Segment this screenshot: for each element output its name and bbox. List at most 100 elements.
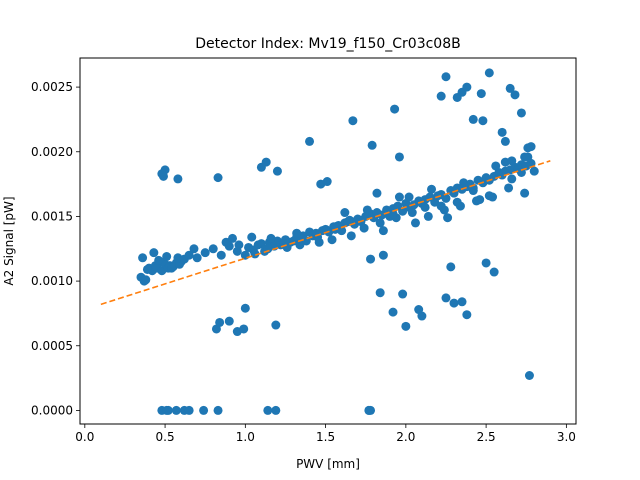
x-axis-label: PWV [mm]	[296, 457, 360, 471]
y-tick-label: 0.0010	[31, 274, 73, 288]
data-point	[449, 298, 459, 308]
data-point	[171, 405, 181, 415]
data-point	[189, 244, 199, 254]
data-point	[378, 226, 388, 236]
data-point	[484, 68, 494, 78]
fit-line-group	[100, 160, 551, 306]
data-point	[520, 188, 530, 198]
data-point	[394, 192, 404, 202]
data-point	[162, 252, 172, 262]
data-point	[476, 89, 486, 99]
x-axis-ticks: 0.0 0.5 1.0 1.5 2.0 2.5 3.0	[75, 424, 576, 444]
data-points	[136, 68, 539, 415]
data-point	[346, 231, 356, 241]
data-point	[394, 152, 404, 162]
data-point	[215, 317, 225, 327]
data-point	[378, 250, 388, 260]
data-point	[138, 253, 148, 263]
data-point	[507, 174, 517, 184]
data-point	[468, 114, 478, 124]
x-tick-label: 1.5	[316, 430, 335, 444]
data-point	[271, 405, 281, 415]
data-point	[441, 293, 451, 303]
data-point	[213, 173, 223, 183]
data-point	[266, 233, 276, 243]
data-point	[216, 250, 226, 260]
data-point	[404, 192, 414, 202]
chart-title: Detector Index: Mv19_f150_Cr03c08B	[195, 36, 460, 52]
data-point	[457, 297, 467, 307]
data-point	[362, 205, 372, 215]
data-point	[199, 405, 209, 415]
data-point	[340, 208, 350, 218]
data-point	[388, 209, 398, 219]
data-point	[372, 188, 382, 198]
data-point	[452, 197, 462, 207]
data-point	[271, 320, 281, 330]
data-point	[529, 166, 539, 176]
plot-area-frame	[79, 57, 577, 425]
data-point	[459, 178, 469, 188]
data-point	[157, 169, 167, 179]
data-point	[173, 174, 183, 184]
data-point	[441, 193, 451, 203]
data-point	[462, 310, 472, 320]
data-point	[401, 321, 411, 331]
data-point	[489, 267, 499, 277]
data-point	[388, 307, 398, 317]
data-point	[213, 405, 223, 415]
y-tick-label: 0.0005	[31, 339, 73, 353]
data-point	[167, 263, 176, 273]
data-point	[510, 90, 520, 100]
data-point	[327, 235, 337, 245]
data-point	[443, 213, 453, 223]
data-point	[359, 223, 369, 233]
data-point	[184, 250, 194, 260]
data-point	[475, 195, 485, 205]
data-point	[305, 136, 315, 146]
data-point	[364, 405, 374, 415]
data-point	[526, 142, 536, 152]
data-point	[356, 215, 366, 225]
data-point	[224, 316, 234, 326]
data-point	[239, 324, 249, 334]
data-point	[375, 288, 385, 298]
x-tick-label: 0.0	[75, 430, 94, 444]
data-point	[497, 127, 507, 137]
data-point	[524, 371, 534, 380]
data-point	[149, 248, 159, 258]
data-point	[263, 405, 273, 415]
data-point	[163, 405, 173, 415]
data-point	[505, 83, 515, 93]
data-point	[295, 240, 305, 250]
data-point	[491, 161, 501, 171]
data-point	[390, 104, 400, 114]
data-point	[322, 177, 332, 187]
data-point	[375, 218, 385, 228]
data-point	[208, 244, 218, 254]
y-axis-label: A2 Signal [pW]	[2, 196, 16, 285]
data-point	[484, 191, 494, 201]
data-point	[192, 253, 202, 263]
data-point	[423, 211, 433, 221]
y-tick-label: 0.0015	[31, 209, 73, 223]
data-point	[436, 201, 446, 211]
data-point	[417, 311, 427, 321]
x-tick-label: 3.0	[557, 430, 576, 444]
data-point	[343, 217, 353, 227]
y-tick-label: 0.0020	[31, 145, 73, 159]
data-point	[240, 303, 250, 313]
data-point	[261, 157, 271, 167]
data-point	[154, 255, 164, 265]
y-tick-label: 0.0025	[31, 80, 73, 94]
data-point	[256, 239, 266, 249]
x-tick-label: 0.5	[156, 430, 175, 444]
fit-line	[100, 160, 551, 306]
data-point	[247, 232, 257, 242]
data-point	[314, 237, 324, 247]
data-point	[272, 166, 282, 176]
data-point	[481, 258, 491, 268]
data-point	[367, 140, 377, 150]
data-point	[250, 249, 260, 259]
